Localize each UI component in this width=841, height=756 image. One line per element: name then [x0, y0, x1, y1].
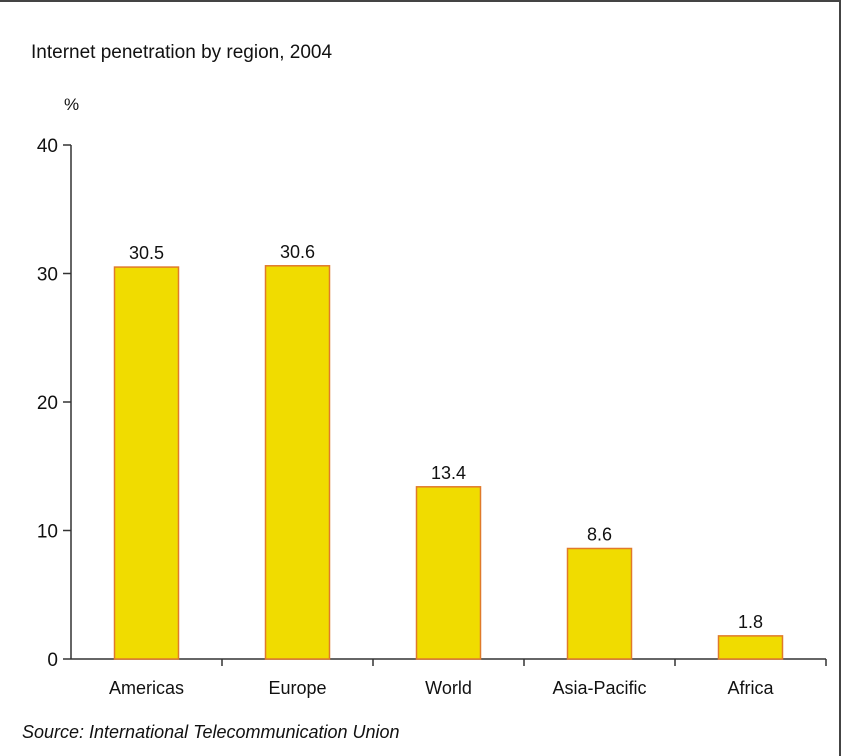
bar-africa: [717, 635, 784, 660]
source-note: Source: International Telecommunication …: [22, 722, 400, 742]
data-label: 8.6: [587, 524, 612, 544]
chart-title: Internet penetration by region, 2004: [31, 42, 333, 63]
x-category-label: Asia-Pacific: [552, 678, 646, 698]
x-category-label: Africa: [727, 678, 774, 698]
y-tick-label: 0: [47, 650, 58, 671]
data-label: 30.6: [280, 242, 315, 262]
x-category-label: Europe: [268, 678, 326, 698]
y-tick-label: 30: [37, 265, 58, 286]
data-label: 1.8: [738, 612, 763, 632]
bar-americas: [113, 266, 180, 660]
data-label: 13.4: [431, 463, 466, 483]
bar-asia-pacific: [566, 547, 633, 660]
x-category-label: World: [425, 678, 472, 698]
y-tick-label: 10: [37, 522, 58, 543]
data-label: 30.5: [129, 243, 164, 263]
bar-world: [415, 486, 482, 660]
y-axis-unit: %: [64, 95, 80, 114]
x-category-label: Americas: [109, 678, 184, 698]
y-tick-label: 20: [37, 393, 58, 414]
bar-europe: [264, 265, 331, 660]
y-tick-label: 40: [37, 136, 58, 157]
